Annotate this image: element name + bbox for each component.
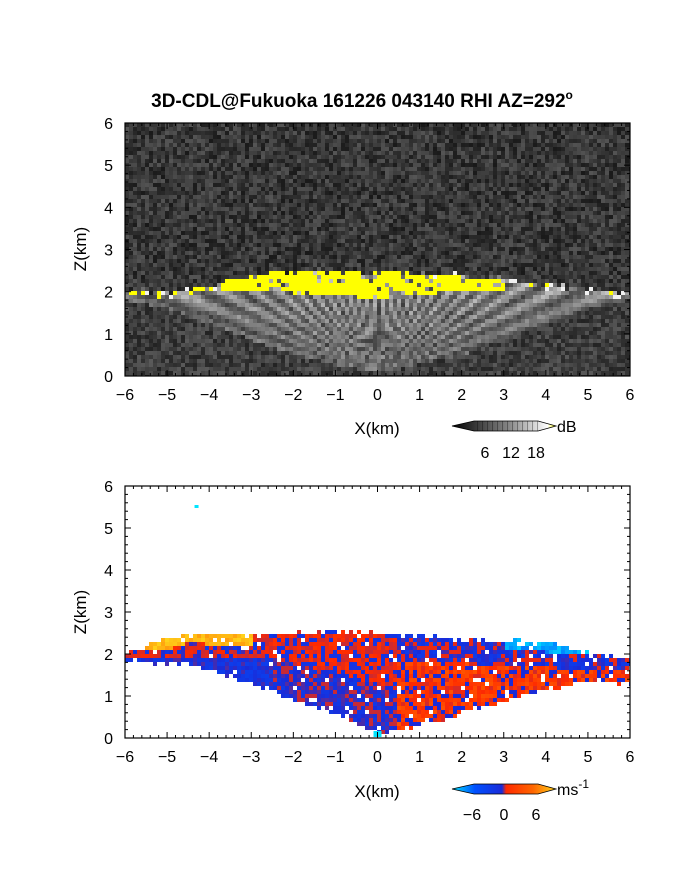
x-tick-label: 1 [415,749,424,766]
velocity-x-axis-label: X(km) [354,782,399,801]
velocity-ticks [124,485,631,739]
y-tick-label: 0 [104,369,113,386]
x-tick-label: 4 [541,749,550,766]
reflectivity-colorbar-ticks [474,421,538,431]
y-tick-label: 1 [104,689,113,706]
velocity-x-tick-labels: −6 −5 −4 −3 −2 −1 0 1 2 3 4 5 6 [116,749,635,766]
velocity-colorbar-tick-6: 6 [532,807,541,824]
y-tick-label: 1 [104,327,113,344]
x-tick-label: −5 [158,749,176,766]
x-tick-label: 2 [457,387,466,404]
y-tick-label: 3 [104,243,113,260]
figure-title: 3D-CDL@Fukuoka 161226 043140 RHI AZ=292o [151,88,573,112]
y-tick-label: 0 [104,731,113,748]
x-tick-label: −2 [284,387,302,404]
x-tick-label: 1 [415,387,424,404]
y-tick-label: 5 [104,158,113,175]
reflectivity-ticks [124,122,631,377]
velocity-colorbar: ms-1 −6 0 6 [451,777,589,824]
x-tick-label: −4 [200,749,218,766]
reflectivity-colorbar-tick-6: 6 [481,445,490,462]
velocity-y-axis-label: Z(km) [71,590,90,634]
velocity-y-tick-labels: 0 1 2 3 4 5 6 [104,479,113,748]
velocity-colorbar-tick-0: 0 [500,807,509,824]
y-tick-label: 4 [104,563,113,580]
y-tick-label: 5 [104,521,113,538]
reflectivity-plot-area [125,123,630,376]
y-tick-label: 6 [104,479,113,496]
reflectivity-colorbar: dB 6 12 18 [451,419,577,462]
x-tick-label: 5 [583,749,592,766]
x-tick-label: −1 [326,387,344,404]
x-tick-label: 0 [373,387,382,404]
x-tick-label: 0 [373,749,382,766]
reflectivity-colorbar-unit: dB [557,419,577,436]
velocity-colorbar-unit: ms-1 [557,777,589,799]
velocity-plot-area [125,505,630,737]
reflectivity-x-tick-labels: −6 −5 −4 −3 −2 −1 0 1 2 3 4 5 6 [116,387,635,404]
x-tick-label: 5 [583,387,592,404]
x-tick-label: 4 [541,387,550,404]
x-tick-label: 6 [626,387,635,404]
x-tick-label: −2 [284,749,302,766]
x-tick-label: −5 [158,387,176,404]
y-tick-label: 6 [104,116,113,133]
x-tick-label: 3 [499,749,508,766]
y-tick-label: 3 [104,605,113,622]
x-tick-label: 6 [626,749,635,766]
x-tick-label: −6 [116,387,134,404]
reflectivity-x-axis-label: X(km) [354,419,399,438]
velocity-colorbar-tick-neg6: −6 [463,807,481,824]
x-tick-label: −3 [242,387,260,404]
x-tick-label: −3 [242,749,260,766]
velocity-colorbar-ramp [451,783,558,795]
y-tick-label: 4 [104,200,113,217]
x-tick-label: −4 [200,387,218,404]
x-tick-label: 3 [499,387,508,404]
reflectivity-y-tick-labels: 0 1 2 3 4 5 6 [104,116,113,386]
x-tick-label: 2 [457,749,466,766]
isolated-echo [194,505,199,508]
x-tick-label: −6 [116,749,134,766]
y-tick-label: 2 [104,285,113,302]
reflectivity-y-axis-label: Z(km) [71,227,90,271]
reflectivity-colorbar-tick-18: 18 [527,445,545,462]
x-tick-label: −1 [326,749,344,766]
y-tick-label: 2 [104,647,113,664]
reflectivity-colorbar-tick-12: 12 [502,445,520,462]
